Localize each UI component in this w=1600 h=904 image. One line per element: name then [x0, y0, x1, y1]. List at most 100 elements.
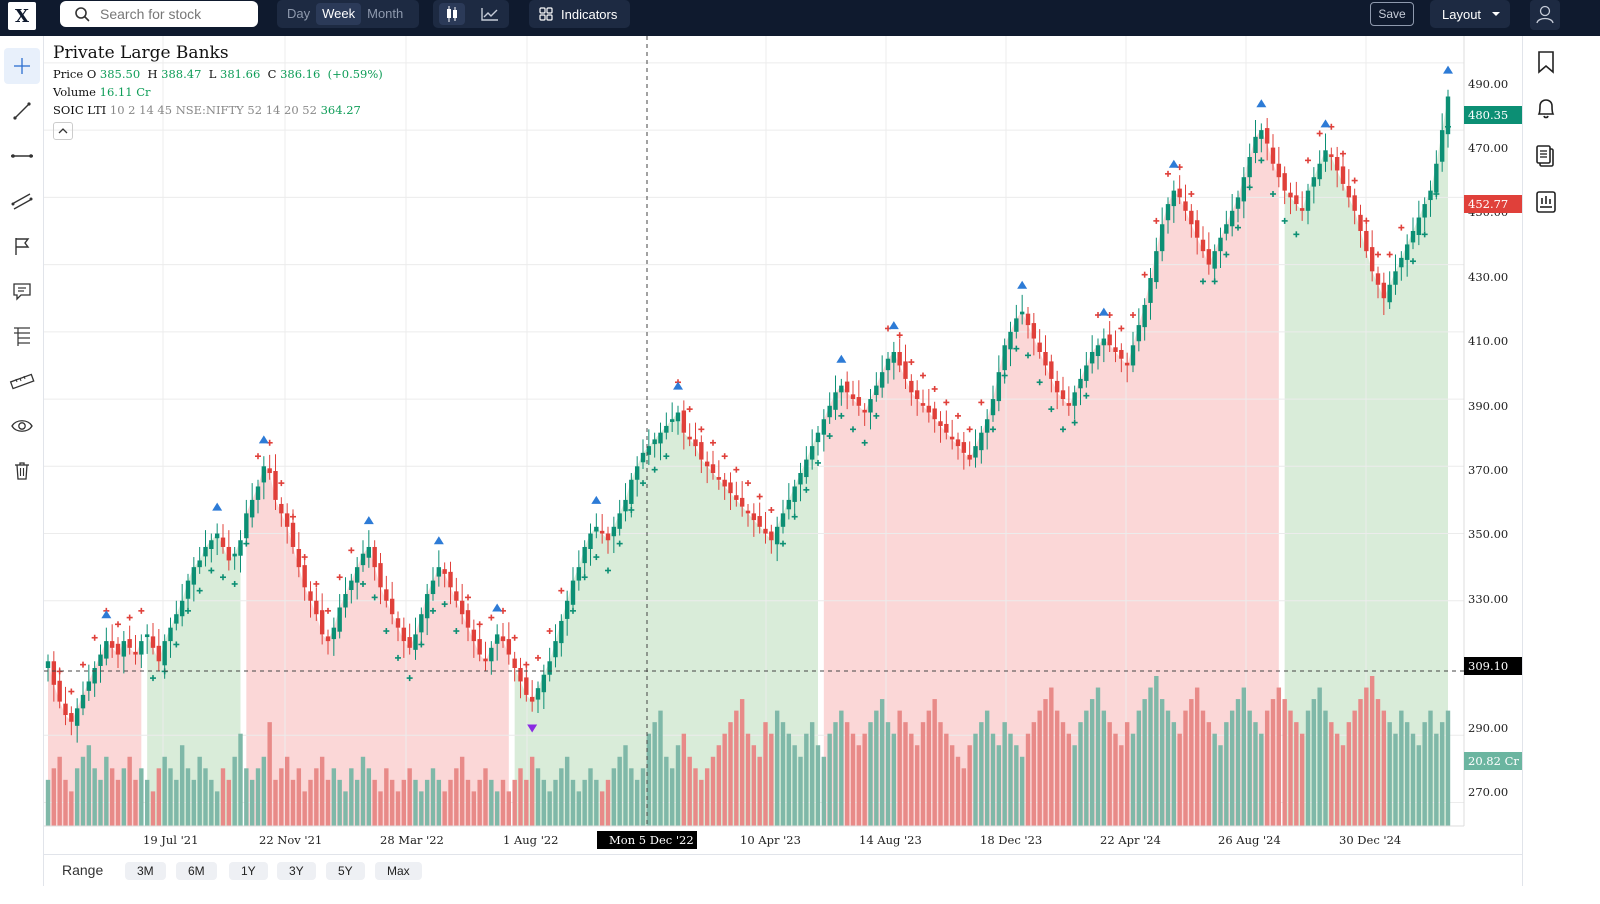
candle [1375, 273, 1381, 285]
volume-bar [1124, 722, 1130, 826]
search-box[interactable] [60, 1, 258, 27]
volume-bar [599, 791, 605, 826]
volume-bar [360, 756, 366, 826]
candle [722, 479, 727, 487]
hide-drawings-tool[interactable] [4, 408, 40, 444]
volume-bar [249, 779, 255, 826]
chart-canvas[interactable]: 490.00 470.00 450.00 430.00 410.00 390.0… [44, 36, 1522, 854]
open-value: 385.50 [99, 67, 141, 81]
volume-bar [564, 756, 570, 826]
volume-bar [629, 768, 634, 826]
candle [465, 610, 471, 628]
data-panel-button[interactable] [1532, 188, 1560, 216]
candle [74, 708, 80, 726]
volume-bar [529, 756, 535, 826]
flag-tool[interactable] [4, 228, 40, 264]
high-value: 388.47 [161, 67, 202, 81]
candle [1101, 338, 1107, 346]
candle [996, 372, 1002, 402]
candle [214, 533, 220, 539]
search-input[interactable] [98, 5, 252, 23]
candlestick-chart-button[interactable] [439, 3, 465, 25]
candle [780, 513, 786, 527]
volume-bar [1434, 733, 1439, 826]
price-chart[interactable]: 490.00 470.00 450.00 430.00 410.00 390.0… [44, 36, 1522, 854]
candle [1422, 204, 1427, 218]
volume-bar [448, 779, 453, 826]
volume-bar [489, 779, 494, 826]
candle [51, 661, 57, 685]
candle [984, 419, 990, 433]
timeframe-week[interactable]: Week [316, 3, 362, 25]
volume-bar [1375, 699, 1381, 826]
right-toolbar [1522, 36, 1569, 886]
volume-bar [588, 768, 593, 826]
user-profile-button[interactable] [1530, 0, 1560, 30]
volume-bar [1119, 745, 1124, 826]
indicator-name: SOIC LTI [53, 103, 107, 117]
volume-bar [1410, 733, 1416, 826]
change-value: (+0.59%) [327, 67, 383, 81]
volume-bar [1329, 722, 1334, 826]
timeframe-selector: Day Week Month [277, 0, 419, 28]
candle [961, 442, 967, 453]
candle [389, 598, 395, 615]
timeframe-day[interactable]: Day [287, 6, 311, 21]
candle [349, 580, 354, 591]
buy-signal-arrow [1168, 159, 1179, 168]
buy-signal-arrow [836, 354, 847, 363]
range-6m-button[interactable]: 6M [176, 862, 217, 880]
volume-bar [611, 768, 617, 826]
volume-bar [203, 768, 208, 826]
volume-bar [693, 768, 698, 826]
trend-line-tool[interactable] [4, 93, 40, 129]
layout-dropdown[interactable]: Layout [1430, 0, 1510, 28]
candle [308, 591, 313, 601]
range-max-button[interactable]: Max [375, 862, 422, 880]
comment-tool[interactable] [4, 273, 40, 309]
volume-bar [395, 791, 401, 826]
horizontal-line-tool[interactable] [4, 138, 40, 174]
fib-retracement-tool[interactable] [4, 318, 40, 354]
volume-bar [284, 756, 290, 826]
save-button[interactable]: Save [1370, 2, 1414, 26]
line-chart-button[interactable] [477, 3, 503, 25]
buy-signal-arrow [258, 435, 269, 444]
candle [599, 530, 605, 534]
volume-bar [827, 733, 832, 826]
collapse-legend-button[interactable] [53, 122, 73, 140]
crosshair-tool[interactable] [4, 48, 40, 84]
candle [681, 410, 687, 433]
watchlist-button[interactable] [1532, 48, 1560, 76]
timeframe-month[interactable]: Month [367, 6, 404, 21]
range-1y-button[interactable]: 1Y [229, 862, 268, 880]
volume-bar [704, 768, 710, 826]
crosshair-date-tag: Mon 5 Dec '22 [609, 833, 694, 847]
range-5y-button[interactable]: 5Y [326, 862, 365, 880]
volume-bar [133, 779, 138, 826]
data-window-icon [1536, 191, 1556, 213]
volume-bar [238, 733, 243, 826]
alerts-button[interactable] [1532, 94, 1560, 122]
range-3m-button[interactable]: 3M [125, 862, 166, 880]
candle [1177, 188, 1182, 198]
crosshair-price-tag: 309.10 [1464, 657, 1522, 675]
instrument-title: Private Large Banks [53, 43, 229, 63]
volume-bar [926, 710, 932, 826]
delete-drawings-tool[interactable] [4, 453, 40, 489]
candle [220, 537, 226, 547]
volume-bar [839, 710, 844, 826]
indicators-button[interactable]: Indicators [529, 0, 630, 28]
volume-bar [1043, 699, 1048, 826]
parallel-channel-tool[interactable] [4, 183, 40, 219]
volume-bar [436, 779, 442, 826]
measure-tool[interactable] [4, 363, 40, 399]
indicator-row[interactable]: SOIC LTI 10 2 14 45 NSE:NIFTY 52 14 20 5… [53, 103, 383, 117]
volume-bar [1113, 733, 1118, 826]
notes-button[interactable] [1532, 142, 1560, 170]
range-3y-button[interactable]: 3Y [277, 862, 316, 880]
logo[interactable]: X [8, 2, 36, 30]
volume-bar [1445, 710, 1451, 826]
last-price-tag: 480.35 [1464, 106, 1522, 124]
candle [337, 607, 342, 632]
